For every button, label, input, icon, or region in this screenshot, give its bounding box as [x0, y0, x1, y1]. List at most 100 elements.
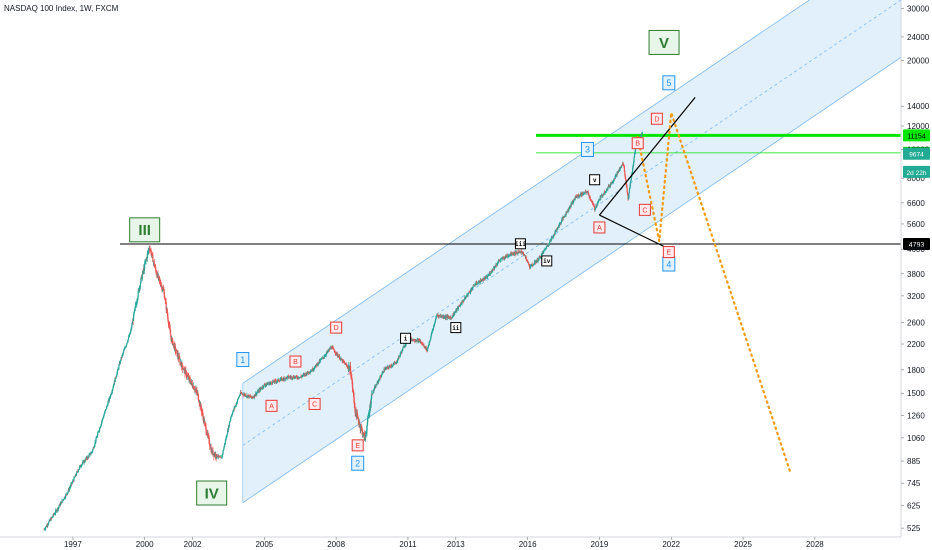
- wave-label-box-red-13: [593, 221, 606, 234]
- candle-body: [622, 163, 624, 165]
- candle-body: [233, 407, 235, 411]
- candle-body: [516, 251, 518, 254]
- candle-body: [296, 376, 298, 378]
- candle-body: [280, 378, 282, 380]
- candle-body: [440, 315, 442, 317]
- candle-body: [304, 373, 306, 376]
- candle-body: [251, 395, 253, 398]
- candle-body: [367, 415, 370, 417]
- candle-body: [166, 313, 169, 317]
- wave-label-box-red-11: [330, 321, 343, 334]
- candle-body: [336, 352, 338, 354]
- candle-body: [614, 175, 616, 179]
- candle-body: [610, 182, 613, 184]
- candle-body: [419, 340, 421, 342]
- candle-body: [366, 430, 368, 433]
- candle-body: [79, 465, 81, 467]
- candle-body: [471, 288, 474, 289]
- candle-body: [228, 422, 231, 427]
- candle-body: [236, 403, 238, 404]
- candle-body: [122, 352, 124, 354]
- candle-body: [452, 315, 454, 317]
- candle-body: [558, 226, 560, 228]
- candle-body: [435, 317, 437, 320]
- candle-body: [314, 367, 316, 369]
- candle-body: [459, 305, 461, 307]
- candle-body: [382, 371, 385, 373]
- candle-body: [152, 255, 154, 263]
- candle-body: [288, 377, 290, 379]
- candle-body: [224, 440, 226, 444]
- candle-body: [515, 252, 517, 255]
- candle-body: [76, 472, 78, 475]
- candle-body: [99, 427, 101, 431]
- candle-body: [205, 432, 208, 435]
- candle-body: [492, 268, 494, 272]
- candle-body: [389, 365, 391, 367]
- candle-body: [222, 450, 224, 454]
- candle-body: [124, 348, 126, 349]
- wave-label-red-14: B: [635, 141, 640, 148]
- x-tick-label: 2028: [806, 540, 824, 549]
- candle-body: [379, 376, 381, 380]
- candle-body: [424, 346, 426, 349]
- candle-body: [188, 377, 191, 379]
- candle-body: [526, 259, 528, 261]
- candle-body: [547, 244, 549, 247]
- candle-body: [100, 424, 102, 427]
- candle-body: [160, 283, 162, 287]
- candle-body: [404, 344, 406, 347]
- candle-body: [325, 355, 327, 356]
- wave-label-blue-5: 3: [585, 145, 590, 155]
- candle-body: [242, 393, 244, 395]
- candle-body: [593, 206, 596, 210]
- candle-body: [548, 243, 550, 245]
- candle-body: [144, 263, 146, 270]
- candle-body: [91, 451, 93, 453]
- candle-body: [334, 352, 336, 353]
- x-tick-label: 2022: [662, 540, 680, 549]
- candle-body: [84, 459, 87, 462]
- candle-body: [264, 384, 266, 386]
- candle-body: [627, 195, 629, 200]
- candle-body: [334, 352, 337, 354]
- candle-body: [85, 459, 87, 460]
- candle-body: [384, 369, 386, 371]
- candle-body: [548, 244, 550, 246]
- candle-body: [579, 194, 581, 196]
- candle-body: [499, 260, 501, 262]
- candle-body: [94, 441, 97, 443]
- candle-body: [224, 443, 226, 445]
- candle-body: [65, 494, 67, 498]
- candle-body: [99, 426, 102, 428]
- candle-body: [346, 365, 348, 367]
- candle-body: [541, 253, 543, 254]
- candle-body: [598, 199, 600, 202]
- candle-body: [84, 461, 86, 462]
- candle-body: [103, 415, 105, 418]
- candle-body: [97, 432, 99, 435]
- candle-body: [549, 241, 551, 244]
- y-tick-label: 2200: [907, 340, 925, 349]
- candle-body: [369, 405, 371, 413]
- candle-body: [473, 285, 475, 286]
- candle-body: [306, 373, 308, 375]
- candle-body: [358, 421, 360, 425]
- candle-body: [279, 380, 281, 382]
- candle-body: [562, 217, 564, 220]
- candle-body: [349, 366, 352, 374]
- candle-body: [208, 438, 210, 445]
- candle-body: [137, 297, 139, 301]
- candle-body: [237, 398, 239, 400]
- candle-body: [573, 198, 575, 202]
- candle-body: [401, 349, 403, 353]
- candle-body: [432, 326, 435, 329]
- candle-body: [621, 165, 623, 168]
- candle-body: [271, 383, 273, 385]
- candle-body: [375, 385, 377, 386]
- candle-body: [102, 417, 104, 419]
- candle-body: [189, 378, 191, 382]
- candle-body: [132, 320, 134, 324]
- candle-body: [256, 392, 259, 393]
